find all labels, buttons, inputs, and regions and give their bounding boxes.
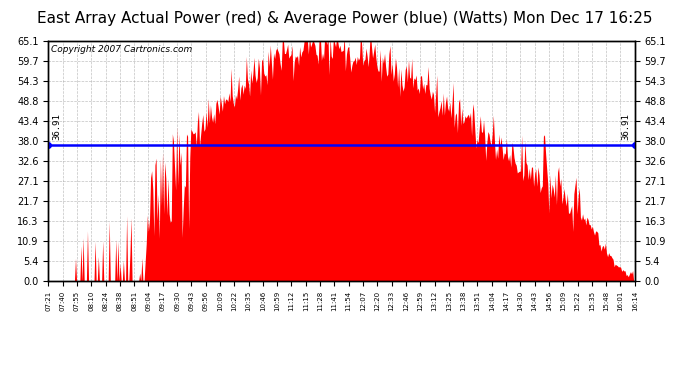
Text: Copyright 2007 Cartronics.com: Copyright 2007 Cartronics.com [51, 45, 193, 54]
Text: East Array Actual Power (red) & Average Power (blue) (Watts) Mon Dec 17 16:25: East Array Actual Power (red) & Average … [37, 11, 653, 26]
Text: 36.91: 36.91 [52, 113, 61, 140]
Text: 36.91: 36.91 [622, 113, 631, 140]
